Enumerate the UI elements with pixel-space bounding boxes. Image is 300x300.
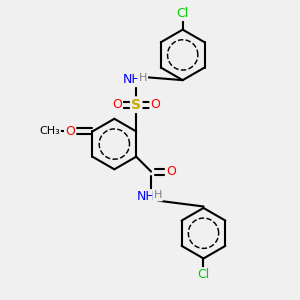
Text: H: H bbox=[153, 190, 162, 200]
Text: H: H bbox=[139, 73, 147, 83]
Text: NH: NH bbox=[137, 190, 156, 203]
Text: Cl: Cl bbox=[197, 268, 210, 281]
Text: CH₃: CH₃ bbox=[39, 126, 60, 136]
Text: O: O bbox=[65, 125, 75, 138]
Text: Cl: Cl bbox=[177, 7, 189, 20]
Text: O: O bbox=[112, 98, 122, 111]
Text: O: O bbox=[166, 165, 176, 178]
Text: O: O bbox=[151, 98, 160, 111]
Text: S: S bbox=[131, 98, 141, 112]
Text: NH: NH bbox=[122, 73, 141, 86]
